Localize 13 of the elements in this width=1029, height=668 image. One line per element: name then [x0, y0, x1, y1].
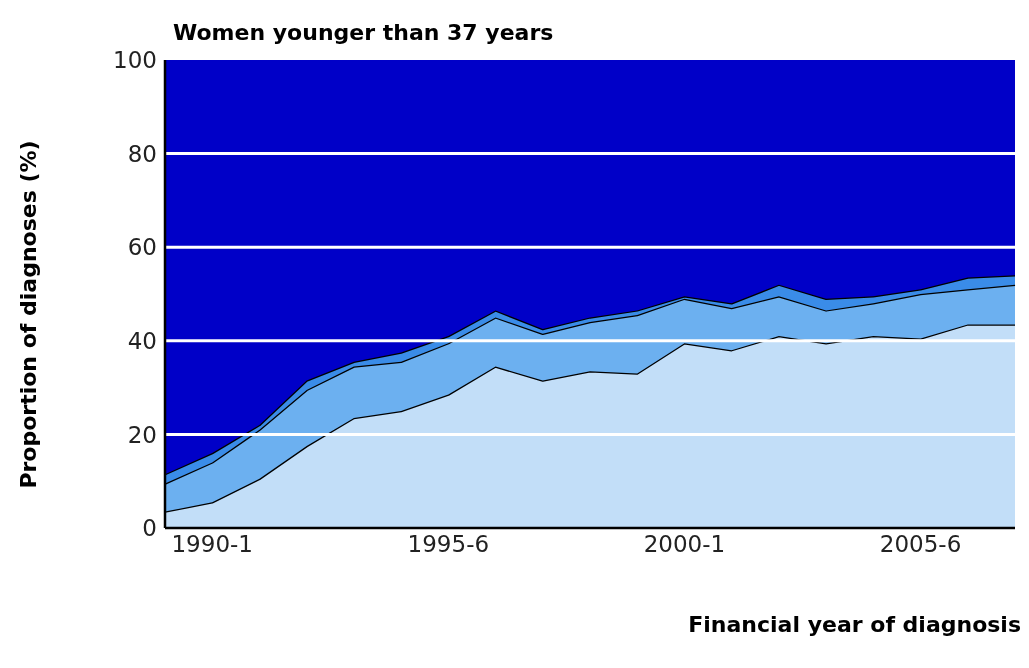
y-axis-title: Proportion of diagnoses (%): [15, 139, 41, 489]
x-tick-label: 1995-6: [407, 531, 490, 558]
y-tick-label: 20: [127, 421, 157, 448]
y-tick-label: 40: [127, 327, 157, 354]
y-tick-label: 100: [113, 47, 157, 74]
x-tick-label: 2000-1: [643, 531, 726, 558]
chart-title: Women younger than 37 years: [173, 20, 554, 45]
y-tick-label: 60: [127, 234, 157, 261]
x-tick-label: 2005-6: [879, 531, 962, 558]
y-tick-label: 80: [127, 140, 157, 167]
x-axis-title: Financial year of diagnosis: [688, 612, 1021, 637]
x-tick-label: 1990-1: [171, 531, 253, 558]
y-tick-label: 0: [142, 515, 157, 542]
